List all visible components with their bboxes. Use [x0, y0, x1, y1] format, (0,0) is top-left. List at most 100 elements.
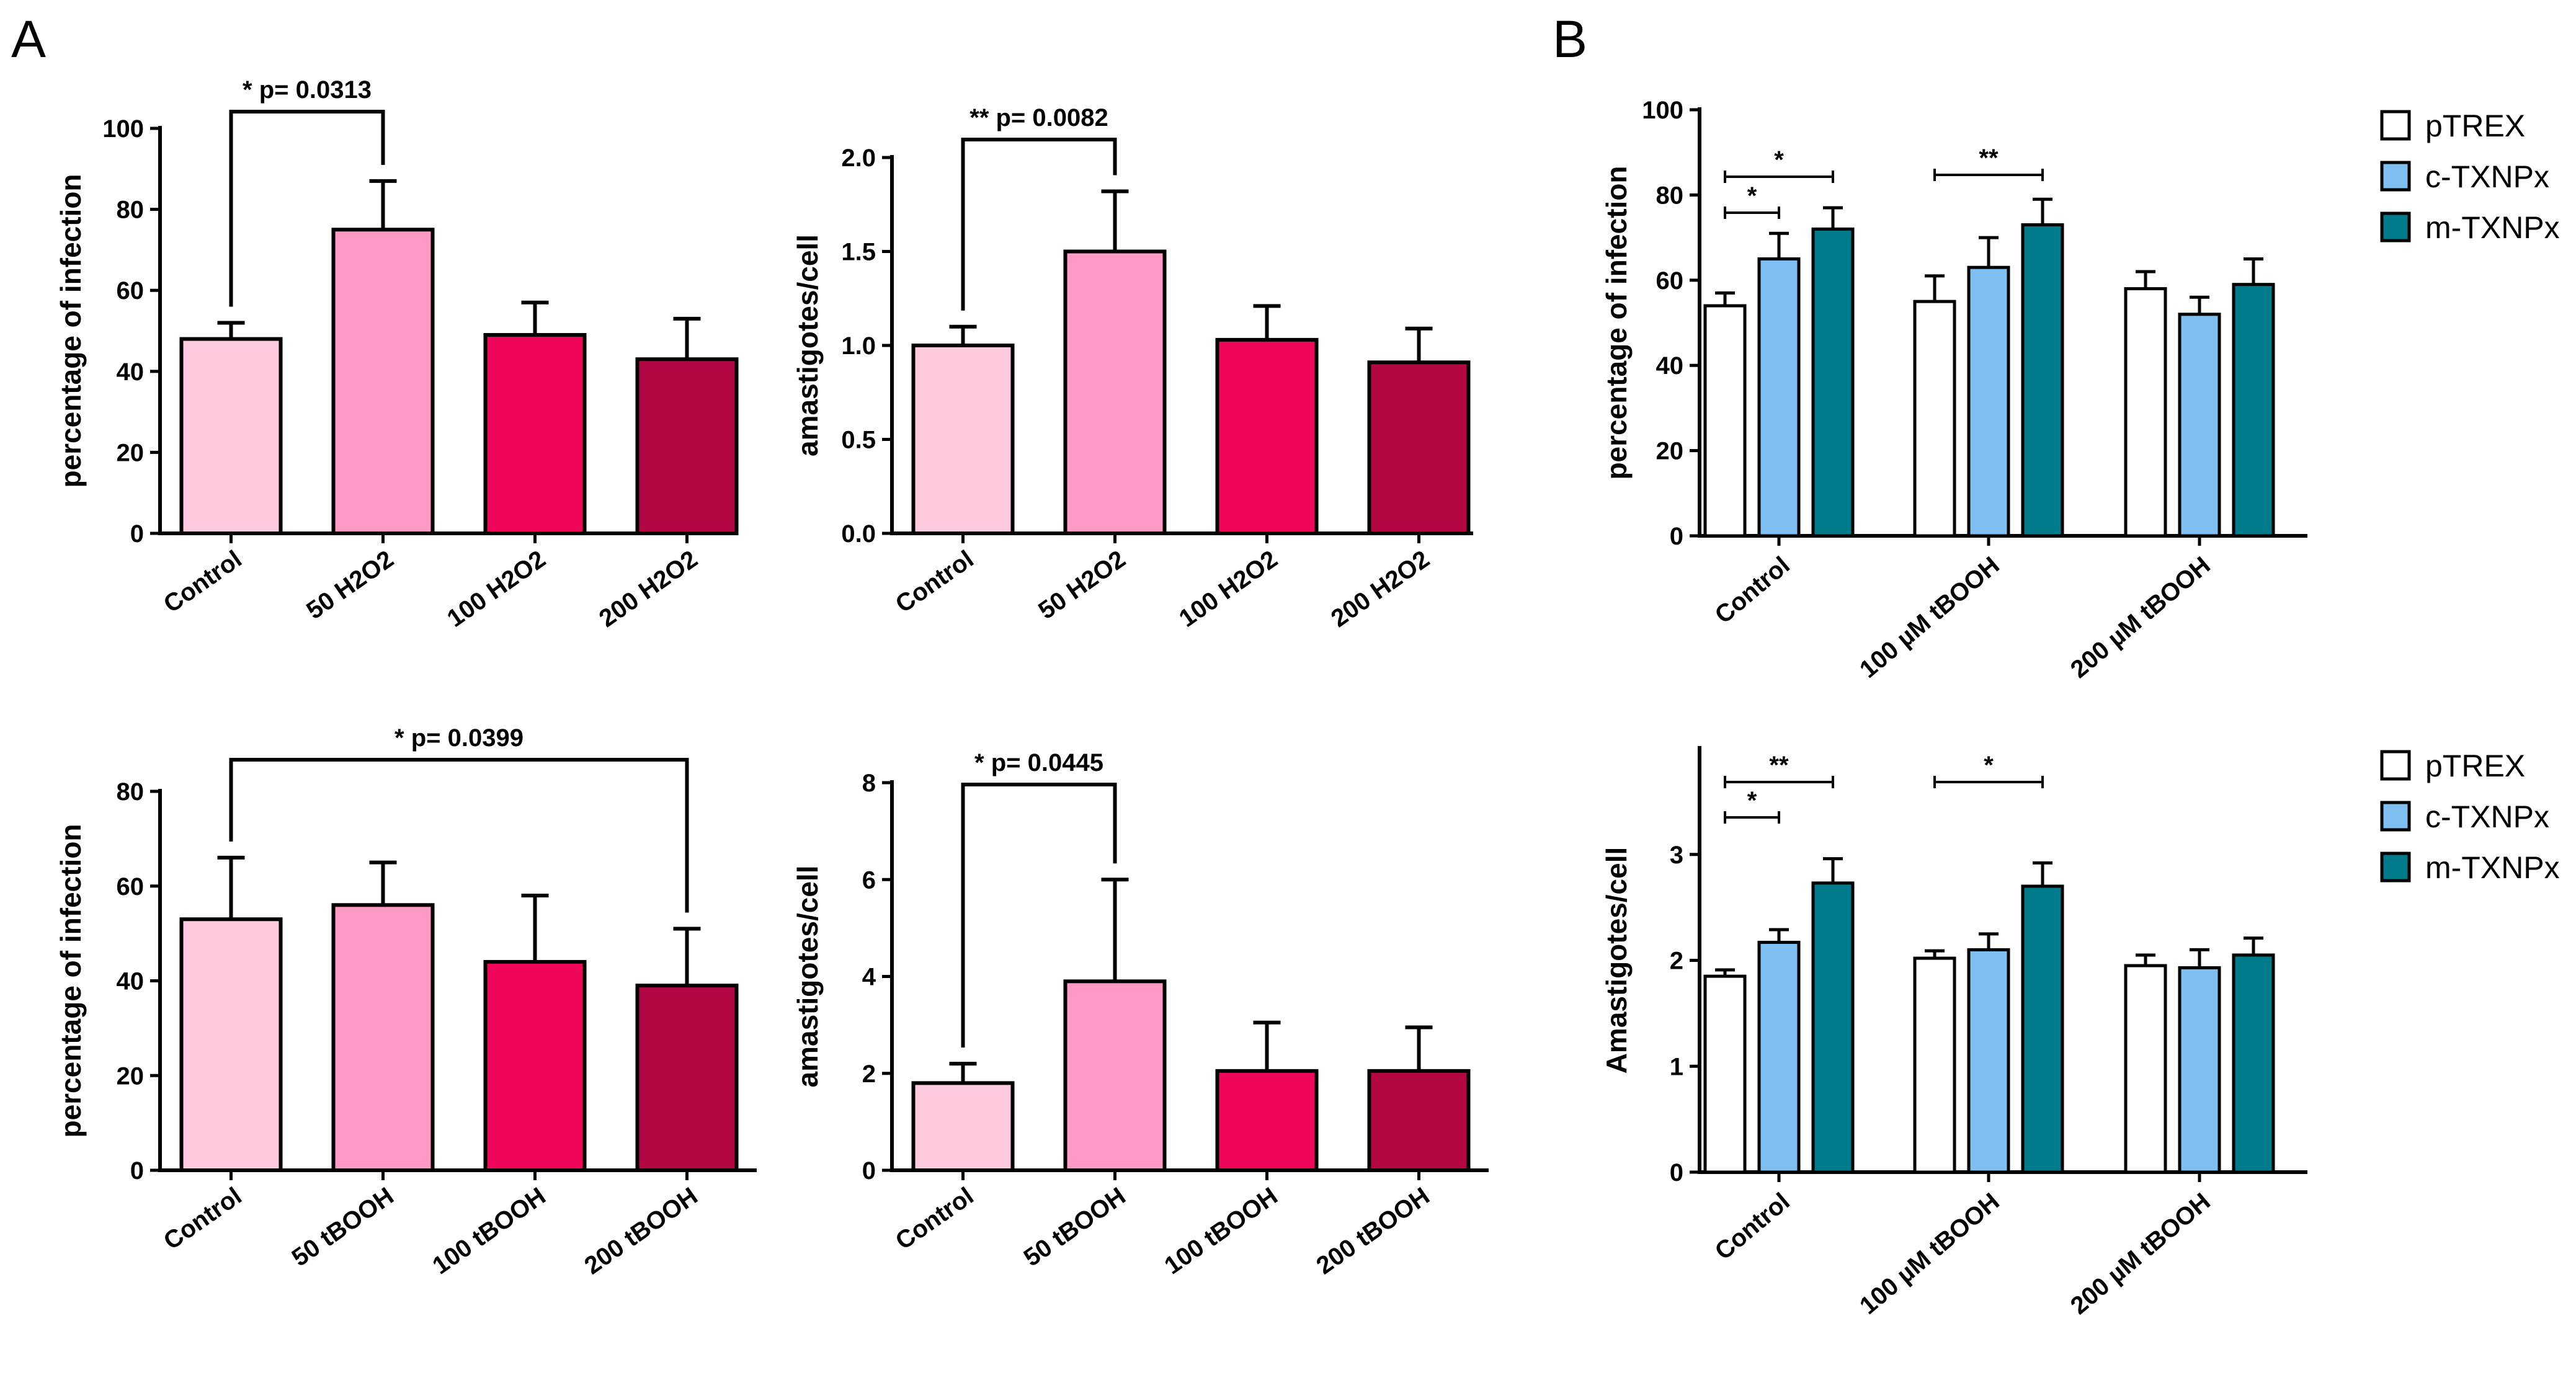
significance-label: *: [1774, 146, 1784, 174]
y-tick-label: 40: [1656, 352, 1684, 380]
bar: [1811, 227, 1855, 538]
legend-swatch: [2380, 110, 2411, 141]
y-tick-label: 40: [117, 968, 145, 995]
significance-label: * p= 0.0445: [974, 749, 1103, 776]
y-tick-label: 2: [862, 1061, 876, 1088]
y-tick-label: 80: [1656, 182, 1684, 209]
y-tick-label: 1.0: [841, 332, 876, 360]
bar: [2021, 884, 2064, 1174]
legend-swatch: [2380, 852, 2411, 883]
y-tick-label: 8: [862, 770, 876, 797]
legend-label: pTREX: [2425, 109, 2525, 143]
y-axis-label: percentage of infection: [1600, 166, 1633, 479]
legend-swatch: [2380, 211, 2411, 242]
chart-5: 0 20 40 60 80 100 percentage of infection Contr…: [1600, 97, 2560, 683]
chart-2: 0.0 0.5 1.0 1.5 2.0 amastigotes/cell Control 50…: [791, 104, 1473, 633]
x-tick-label: 100 tBOOH: [427, 1182, 550, 1279]
y-tick-label: 1.5: [841, 239, 876, 266]
chart-4: 0 2 4 6 8 amastigotes/cell Control 50 tBOOH 100 …: [791, 749, 1489, 1279]
bar: [179, 917, 283, 1173]
significance-label: ** p= 0.0082: [969, 104, 1108, 131]
y-tick-label: 80: [117, 778, 145, 806]
significance-bracket: [229, 758, 689, 913]
y-tick-label: 60: [1656, 267, 1684, 295]
x-tick-label: 200 tBOOH: [579, 1182, 702, 1279]
x-tick-label: Control: [159, 1182, 247, 1255]
x-tick-label: 200 H2O2: [1326, 545, 1435, 633]
bar: [2232, 283, 2275, 538]
bar: [911, 344, 1015, 535]
x-tick-label: 100 H2O2: [442, 545, 551, 633]
y-tick-label: 2: [1670, 948, 1683, 975]
x-tick-label: Control: [1710, 551, 1795, 629]
bar: [331, 228, 435, 535]
bar: [1367, 1069, 1471, 1172]
x-tick-label: Control: [159, 545, 247, 618]
y-tick-label: 4: [862, 964, 876, 991]
bar: [1913, 956, 1956, 1174]
significance-bracket: [961, 783, 1117, 1048]
chart-6: 0 1 2 3 Amastigotes/cell Control 100 µM tBOOH 2…: [1600, 746, 2560, 1320]
bar: [635, 984, 739, 1172]
bar: [179, 337, 283, 535]
bar: [1757, 940, 1801, 1174]
y-axis-label: Amastigotes/cell: [1600, 847, 1633, 1074]
bar: [483, 333, 587, 536]
bar: [911, 1081, 1015, 1172]
bar: [483, 959, 587, 1172]
chart-1: 0 20 40 60 80 100 percentage of infection Contr…: [55, 76, 739, 633]
significance-label: *: [1747, 787, 1757, 814]
legend-swatch: [2380, 161, 2411, 192]
legend-label: c-TXNPx: [2425, 799, 2549, 834]
y-tick-label: 40: [117, 358, 145, 386]
x-tick-label: Control: [891, 1182, 979, 1255]
x-tick-label: 100 µM tBOOH: [1855, 551, 2005, 683]
bar: [1215, 337, 1319, 535]
significance-label: * p= 0.0313: [243, 76, 372, 104]
x-tick-label: 200 H2O2: [594, 545, 703, 633]
chart-3: 0 20 40 60 80 percentage of infection Control 5…: [55, 724, 757, 1279]
y-tick-label: 0.5: [841, 427, 876, 454]
legend-label: pTREX: [2425, 749, 2525, 783]
y-axis-label: percentage of infection: [55, 174, 87, 487]
bar: [635, 357, 739, 536]
x-tick-label: Control: [1710, 1188, 1795, 1265]
x-tick-label: 200 µM tBOOH: [2066, 1188, 2216, 1320]
x-tick-label: 200 µM tBOOH: [2066, 551, 2216, 683]
significance-bracket: [229, 110, 385, 307]
bar: [1967, 948, 2010, 1174]
legend-label: m-TXNPx: [2425, 210, 2560, 245]
bar: [2124, 287, 2167, 538]
x-tick-label: 100 tBOOH: [1159, 1182, 1282, 1279]
x-tick-label: 50 H2O2: [1033, 545, 1130, 625]
significance-label: **: [1979, 145, 1999, 172]
significance-label: *: [1984, 752, 1994, 779]
y-tick-label: 0.0: [841, 520, 876, 548]
y-tick-label: 60: [117, 873, 145, 901]
legend-label: m-TXNPx: [2425, 850, 2560, 885]
y-axis-label: percentage of infection: [55, 824, 87, 1137]
bar: [1703, 974, 1747, 1174]
x-tick-label: Control: [891, 545, 979, 618]
bar: [2232, 953, 2275, 1174]
bar: [1967, 265, 2010, 538]
y-tick-label: 80: [117, 197, 145, 224]
y-tick-label: 0: [862, 1157, 876, 1185]
y-tick-label: 100: [102, 115, 144, 143]
bar: [1811, 881, 1855, 1174]
y-tick-label: 0: [1670, 523, 1683, 550]
y-tick-label: 0: [130, 1157, 144, 1185]
y-tick-label: 20: [117, 1062, 145, 1090]
x-tick-label: 50 tBOOH: [287, 1182, 399, 1271]
legend-label: c-TXNPx: [2425, 159, 2549, 194]
x-tick-label: 50 tBOOH: [1019, 1182, 1131, 1271]
y-tick-label: 100: [1642, 97, 1683, 124]
y-tick-label: 1: [1670, 1053, 1683, 1080]
y-tick-label: 20: [117, 439, 145, 466]
bar: [2124, 964, 2167, 1174]
legend-swatch: [2380, 750, 2411, 781]
bar: [1063, 979, 1167, 1172]
significance-label: **: [1769, 752, 1789, 779]
bar: [331, 903, 435, 1173]
